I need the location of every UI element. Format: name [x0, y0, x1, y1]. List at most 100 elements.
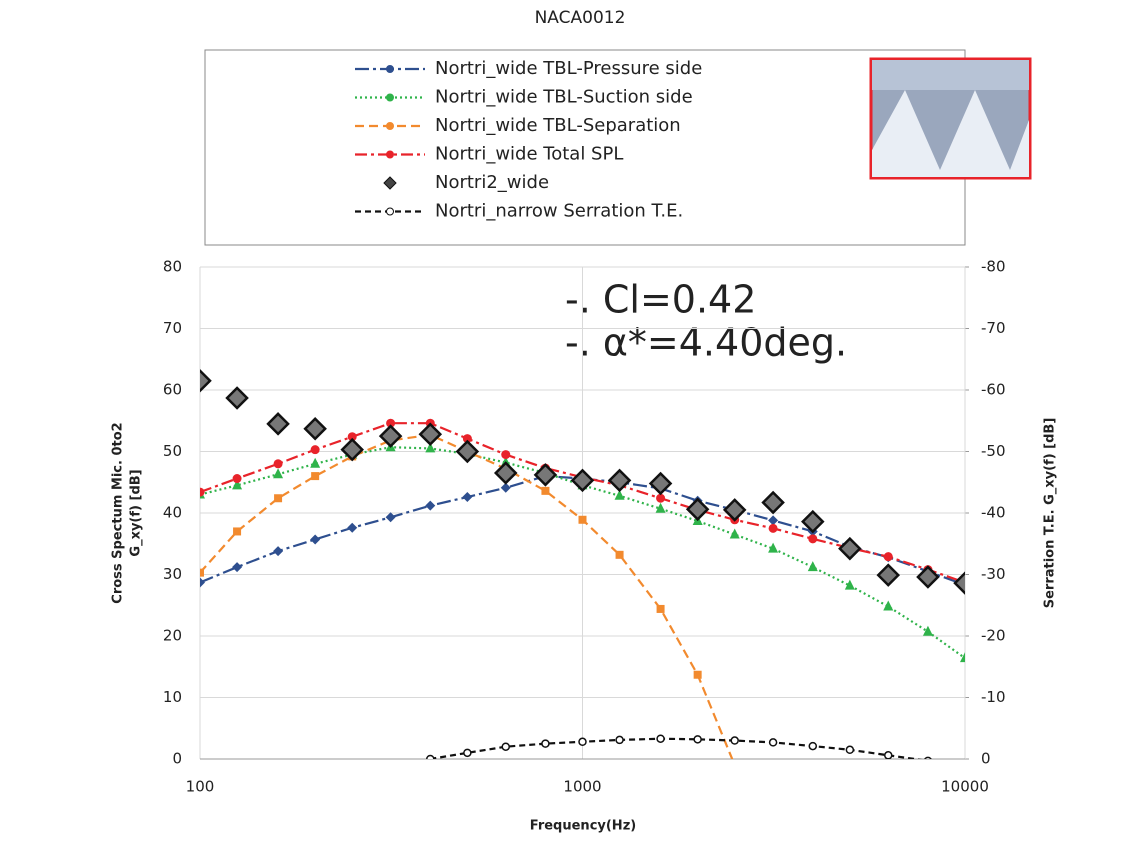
legend-box [204, 49, 966, 246]
marker [232, 562, 243, 573]
marker [615, 550, 624, 559]
annotation: -. Cl=0.42 [565, 278, 756, 322]
marker [685, 497, 710, 522]
marker [378, 424, 403, 448]
y2-tick-label: -50 [981, 442, 1006, 460]
marker [340, 437, 364, 462]
marker [953, 571, 965, 595]
y2-tick-label: -80 [981, 258, 1006, 276]
legend-marker [386, 122, 394, 130]
legend-symbol [386, 93, 394, 102]
marker [607, 468, 632, 493]
marker [310, 445, 320, 455]
marker [455, 439, 480, 464]
marker [462, 434, 472, 444]
marker [273, 468, 284, 479]
y-tick-label: 50 [163, 442, 182, 460]
marker [924, 756, 932, 759]
marker [883, 600, 894, 611]
marker [310, 457, 321, 468]
marker [232, 479, 243, 490]
marker [655, 502, 666, 513]
y-axis-label: Cross Spectum Mic. 0to2 [111, 422, 126, 603]
series-line [430, 737, 923, 759]
y-axis-label: G_xy(f) [dB] [129, 469, 144, 556]
marker [463, 748, 472, 758]
y-tick-label: 0 [172, 750, 182, 768]
marker [418, 422, 443, 447]
marker [922, 625, 933, 636]
y-tick-label: 70 [163, 319, 182, 337]
marker [425, 442, 436, 453]
marker [808, 534, 818, 544]
marker [838, 536, 862, 561]
marker [801, 509, 825, 534]
marker [656, 604, 665, 613]
marker [722, 498, 747, 522]
marker [960, 652, 965, 663]
marker [578, 737, 587, 747]
x-axis-label: Frequency(Hz) [530, 819, 636, 834]
legend-symbol [386, 122, 394, 130]
marker [656, 493, 666, 503]
marker [541, 486, 550, 495]
marker [493, 461, 518, 485]
y2-tick-label: 0 [981, 750, 991, 768]
annotation: -. α*=4.40deg. [565, 321, 847, 365]
marker [578, 515, 587, 524]
marker [656, 734, 665, 743]
marker [648, 471, 673, 496]
marker [693, 670, 702, 679]
marker [729, 528, 740, 539]
series-line [200, 422, 965, 584]
legend-marker [386, 65, 394, 73]
marker [761, 490, 785, 515]
y2-tick-label: -20 [981, 627, 1006, 645]
marker [347, 522, 358, 533]
marker [844, 579, 855, 590]
marker [200, 568, 204, 577]
plot-area [200, 369, 965, 759]
marker [426, 754, 435, 759]
marker [768, 523, 778, 533]
legend-symbol [383, 176, 397, 190]
marker [274, 494, 283, 503]
marker [541, 739, 550, 748]
marker [200, 577, 205, 588]
marker [807, 561, 818, 572]
y-tick-label: 40 [163, 504, 182, 522]
marker [273, 546, 284, 557]
y2-tick-label: -30 [981, 565, 1006, 583]
marker [533, 463, 558, 487]
marker [768, 542, 779, 553]
marker [501, 450, 511, 460]
x-tick-label: 10000 [941, 778, 989, 796]
marker [730, 736, 739, 745]
y-tick-label: 30 [163, 565, 182, 583]
marker [310, 534, 321, 545]
marker [614, 489, 625, 500]
legend-label: Nortri_narrow Serration T.E. [435, 201, 683, 222]
marker [303, 416, 327, 441]
y-tick-label: 80 [163, 258, 182, 276]
legend-label: Nortri_wide TBL-Pressure side [435, 58, 702, 79]
legend-label: Nortri_wide Total SPL [435, 144, 623, 165]
marker [385, 512, 396, 523]
marker [425, 500, 436, 511]
marker [462, 492, 473, 503]
marker [615, 735, 624, 745]
marker [232, 474, 242, 484]
marker [386, 418, 396, 428]
y-tick-label: 60 [163, 381, 182, 399]
series-line [200, 474, 965, 586]
marker [266, 412, 290, 436]
legend-label: Nortri2_wide [435, 172, 549, 193]
marker [311, 472, 320, 481]
legend-marker [386, 150, 394, 159]
x-tick-label: 100 [186, 778, 215, 796]
legend-label: Nortri_wide TBL-Separation [435, 115, 681, 136]
legend-symbol [386, 150, 394, 159]
inset-photo [869, 57, 1032, 180]
marker [768, 515, 779, 526]
